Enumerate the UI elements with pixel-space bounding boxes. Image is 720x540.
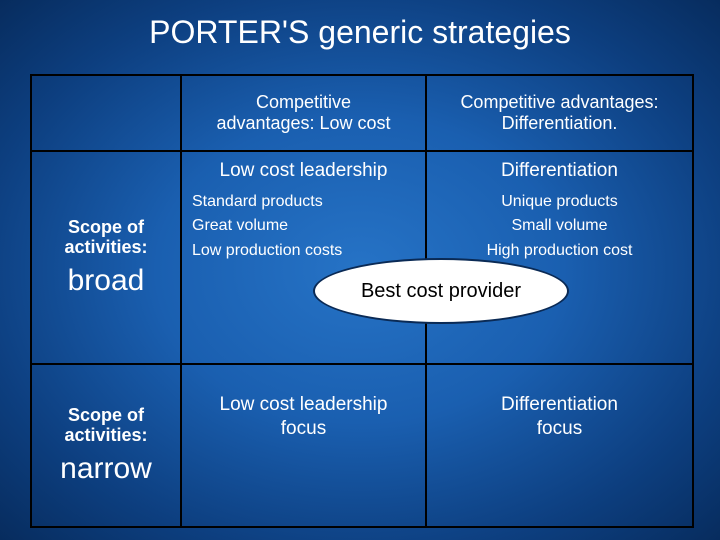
scope-narrow-prefix: Scope of activities:: [42, 405, 170, 446]
broad-diff-cell: Differentiation Unique products Small vo…: [427, 152, 692, 363]
diff-bullet-2: Small volume: [437, 214, 682, 239]
narrow-diff-cell: Differentiation focus: [427, 365, 692, 526]
narrow-row: Scope of activities: narrow Low cost lea…: [32, 365, 692, 526]
header-differentiation: Competitive advantages: Differentiation.: [427, 76, 692, 150]
hdr-diff-l2: Differentiation.: [460, 113, 658, 134]
lowcost-bullet-3: Low production costs: [192, 239, 415, 264]
broad-lowcost-cell: Low cost leadership Standard products Gr…: [182, 152, 427, 363]
scope-narrow-value: narrow: [42, 452, 170, 486]
scope-narrow: Scope of activities: narrow: [32, 365, 182, 526]
lowcost-bullet-1: Standard products: [192, 190, 415, 215]
diff-bullet-1: Unique products: [437, 190, 682, 215]
scope-broad-prefix: Scope of activities:: [42, 217, 170, 258]
slide-title: PORTER'S generic strategies: [0, 0, 720, 51]
header-low-cost: Competitive advantages: Low cost: [182, 76, 427, 150]
diff-focus-l1: Differentiation: [437, 393, 682, 418]
lowcost-focus-l1: Low cost leadership: [192, 393, 415, 418]
lowcost-bullet-2: Great volume: [192, 214, 415, 239]
differentiation-header: Differentiation: [437, 160, 682, 182]
lowcost-focus-l2: focus: [192, 417, 415, 442]
best-cost-bubble: Best cost provider: [313, 258, 569, 324]
hdr-lowcost-l2: advantages: Low cost: [216, 113, 390, 134]
scope-broad: Scope of activities: broad: [32, 152, 182, 363]
hdr-diff-l1: Competitive advantages:: [460, 92, 658, 113]
diff-focus-l2: focus: [437, 417, 682, 442]
slide-root: PORTER'S generic strategies Competitive …: [0, 0, 720, 540]
header-row: Competitive advantages: Low cost Competi…: [32, 76, 692, 152]
best-cost-text: Best cost provider: [361, 280, 521, 303]
broad-row: Scope of activities: broad Low cost lead…: [32, 152, 692, 365]
scope-broad-value: broad: [42, 264, 170, 298]
header-empty: [32, 76, 182, 150]
narrow-lowcost-cell: Low cost leadership focus: [182, 365, 427, 526]
hdr-lowcost-l1: Competitive: [216, 92, 390, 113]
lowcost-leadership-header: Low cost leadership: [192, 160, 415, 182]
